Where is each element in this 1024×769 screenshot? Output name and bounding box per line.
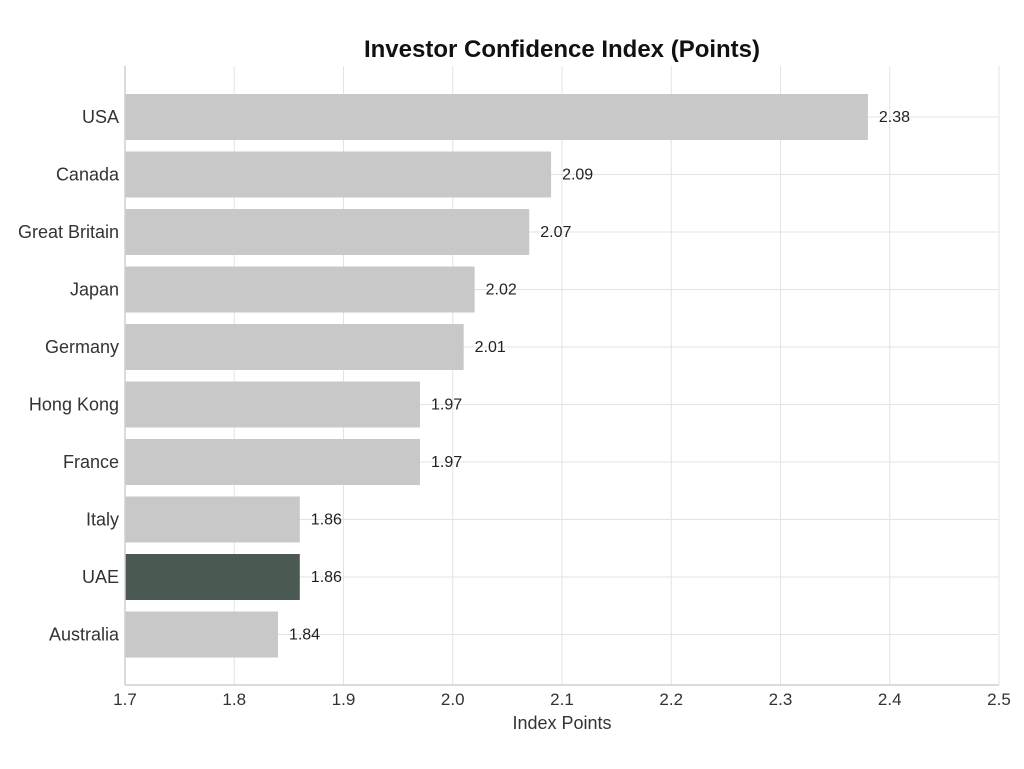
data-label: 1.84 <box>289 627 320 644</box>
category-label: Australia <box>49 625 120 645</box>
category-label: Japan <box>70 280 119 300</box>
category-label: Italy <box>86 510 119 530</box>
category-label: USA <box>82 107 119 127</box>
data-label: 1.86 <box>311 569 342 586</box>
category-label: Germany <box>45 337 119 357</box>
data-label: 1.97 <box>431 397 462 414</box>
category-label: France <box>63 452 119 472</box>
x-tick-label: 1.7 <box>113 690 137 709</box>
data-label: 2.07 <box>540 224 571 241</box>
x-tick-label: 2.1 <box>550 690 574 709</box>
bar <box>125 94 868 140</box>
data-label: 2.38 <box>879 109 910 126</box>
bar <box>125 381 420 428</box>
value-labels: 2.38 2.09 2.07 2.02 2.01 1.97 1.97 1.86 1.86 1.84 <box>289 109 910 644</box>
bar <box>125 151 552 198</box>
data-label: 1.86 <box>311 512 342 529</box>
data-label: 2.01 <box>475 339 506 356</box>
data-label: 1.97 <box>431 454 462 471</box>
chart-title: Investor Confidence Index (Points) <box>364 36 760 63</box>
bar <box>125 611 278 658</box>
x-tick-label: 1.8 <box>222 690 246 709</box>
x-tick-label: 2.3 <box>769 690 793 709</box>
category-label: Hong Kong <box>29 395 119 415</box>
category-label: UAE <box>82 567 119 587</box>
x-tick-label: 1.9 <box>332 690 356 709</box>
x-axis-title: Index Points <box>512 713 611 733</box>
bar <box>125 266 475 313</box>
x-tick-label: 2.0 <box>441 690 465 709</box>
category-label: Canada <box>56 165 120 185</box>
data-label: 2.09 <box>562 167 593 184</box>
bars <box>125 94 868 658</box>
bar <box>125 496 300 543</box>
category-labels: USA Canada Great Britain Japan Germany Hong K… <box>18 107 120 645</box>
x-tick-label: 2.4 <box>878 690 902 709</box>
x-tick-label: 2.5 <box>987 690 1011 709</box>
data-label: 2.02 <box>486 282 517 299</box>
bar <box>125 209 530 255</box>
category-label: Great Britain <box>18 222 119 242</box>
bar <box>125 439 420 485</box>
axes <box>124 66 999 686</box>
bar <box>125 554 300 600</box>
x-tick-label: 2.2 <box>659 690 683 709</box>
x-tick-labels: 1.7 1.8 1.9 2.0 2.1 2.2 2.3 2.4 2.5 <box>113 690 1011 709</box>
bar <box>125 324 464 370</box>
